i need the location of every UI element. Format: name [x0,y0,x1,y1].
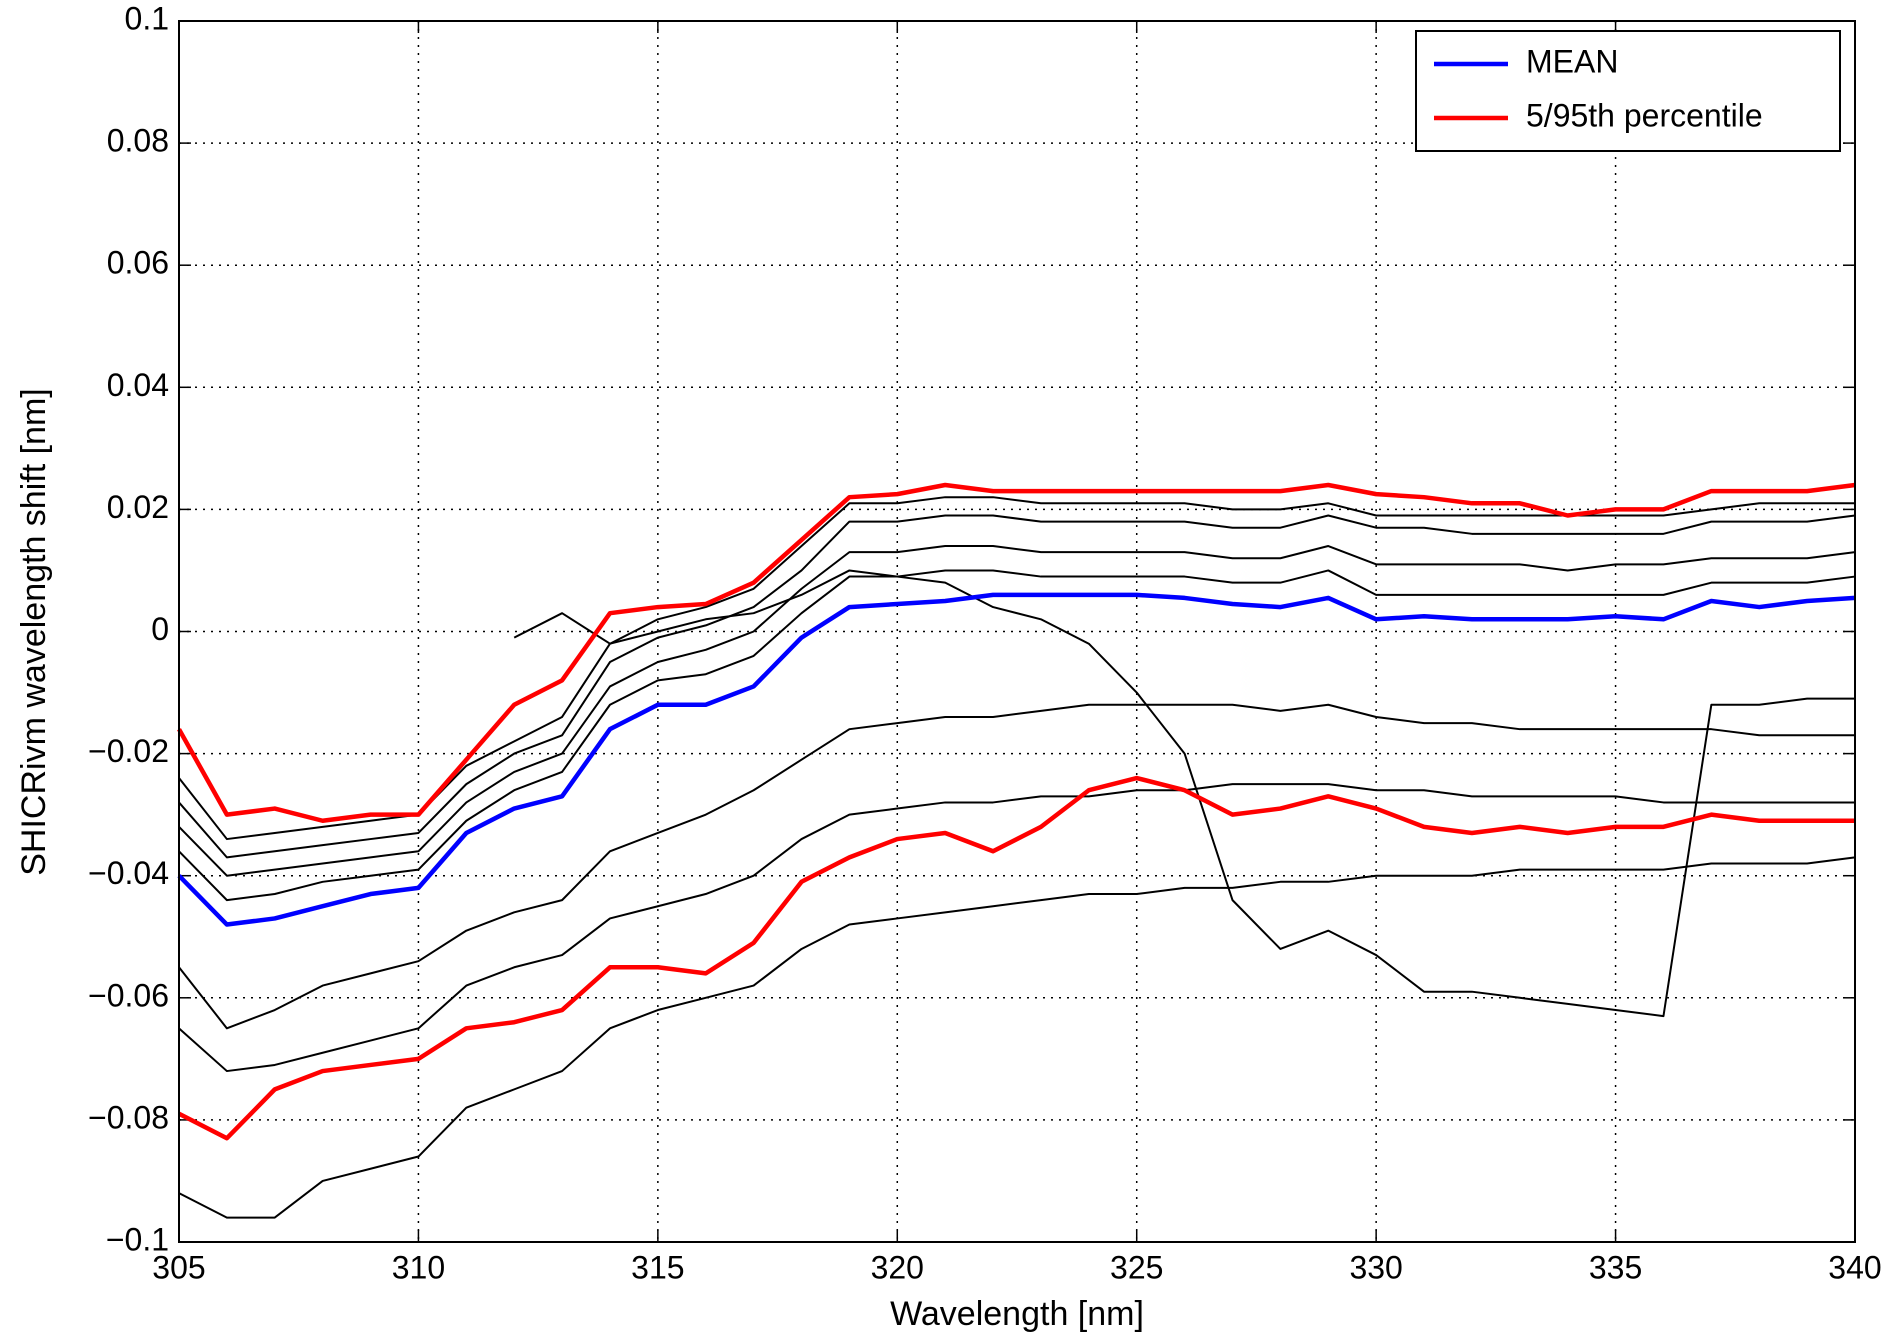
legend-box [1415,30,1841,152]
legend: MEAN 5/95th percentile [1415,30,1841,152]
x-tick-label: 320 [871,1249,924,1285]
series-line [177,592,1856,927]
series-line [178,703,1855,1030]
y-tick-label: −0.1 [106,1221,169,1257]
series-line [178,569,1856,902]
y-tick-label: −0.04 [88,855,169,891]
legend-label: 5/95th percentile [1526,97,1763,133]
y-tick-label: 0.06 [107,245,169,281]
y-tick-label: −0.06 [88,977,169,1013]
y-axis-label: SHICRivm wavelength shift [nm] [15,388,53,876]
y-tick-label: 0.08 [107,123,169,159]
x-tick-label: 335 [1589,1249,1642,1285]
x-tick-label: 330 [1349,1249,1402,1285]
series-line [177,482,1856,824]
x-tick-label: 315 [631,1249,684,1285]
x-axis-label: Wavelength [nm] [890,1295,1144,1333]
series-line [177,775,1855,1141]
y-tick-label: 0.02 [107,489,169,525]
y-tick-label: −0.08 [88,1099,169,1135]
x-tick-label: 340 [1828,1249,1881,1285]
legend-label: MEAN [1526,43,1618,79]
series-line [178,783,1855,1073]
x-tick-label: 305 [152,1249,205,1285]
x-tick-label: 325 [1110,1249,1163,1285]
series-line [178,545,1856,877]
series-line [513,569,1855,1018]
y-tick-label: 0.04 [107,367,169,403]
series-line [178,856,1856,1219]
series-line [178,514,1856,859]
y-tick-label: 0 [151,611,169,647]
plot-frame [178,20,1856,1243]
y-tick-label: 0.1 [125,0,169,36]
x-tick-label: 310 [392,1249,445,1285]
y-tick-label: −0.02 [88,733,169,769]
